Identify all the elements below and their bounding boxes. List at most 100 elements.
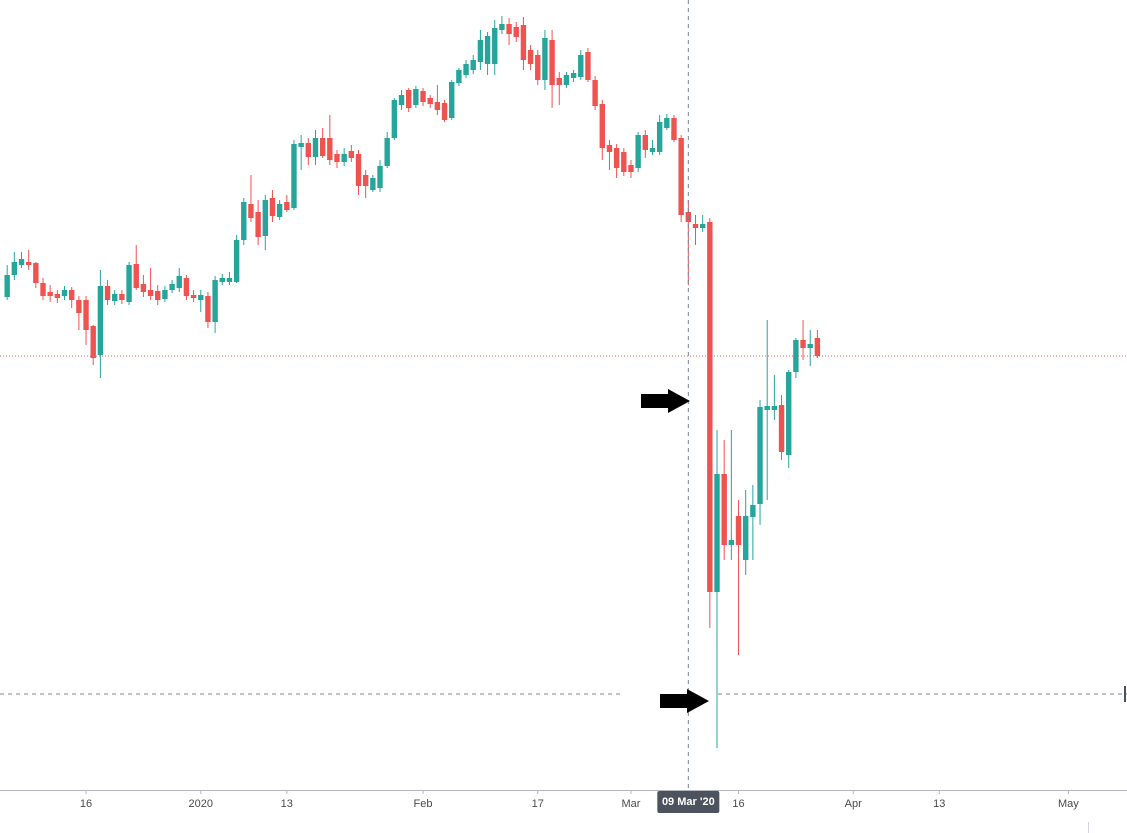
candle-body — [319, 138, 326, 156]
x-tick-label: 16 — [732, 798, 744, 810]
crosshair: 09 Mar '20 — [0, 0, 1127, 813]
candles — [0, 16, 1127, 748]
candle-body — [262, 200, 268, 236]
candle-body — [757, 407, 763, 504]
candle-body — [47, 292, 53, 296]
candle-body — [384, 138, 390, 166]
candle-body — [678, 138, 684, 215]
candle-body — [499, 24, 505, 30]
candle-body — [54, 294, 61, 298]
candle-body — [463, 64, 469, 75]
candle-body — [420, 91, 426, 102]
candle-body — [104, 286, 111, 300]
candle-body — [341, 154, 347, 162]
candle-body — [692, 224, 699, 228]
candle-body — [592, 80, 598, 106]
candle-body — [764, 406, 770, 410]
candle-body — [520, 25, 527, 60]
candle-body — [176, 276, 182, 288]
candle-body — [312, 138, 319, 157]
candle-body — [219, 278, 225, 282]
candle-body — [255, 212, 261, 237]
candle-body — [556, 78, 562, 85]
candle-body — [721, 474, 727, 545]
candle-body — [405, 90, 412, 108]
candle-body — [298, 143, 304, 147]
candle-body — [305, 143, 312, 157]
candle-body — [11, 262, 18, 275]
candle-body — [190, 295, 197, 298]
x-tick-label: 2020 — [189, 798, 213, 810]
candle-body — [248, 204, 254, 218]
candle-body — [656, 122, 663, 152]
x-tick-label: 17 — [532, 798, 544, 810]
candle-body — [807, 344, 813, 348]
candle-body — [742, 516, 749, 560]
candle-body — [198, 295, 204, 300]
candle-body — [434, 102, 441, 110]
candle-body — [578, 55, 584, 77]
candle-body — [269, 198, 276, 216]
candle-body — [83, 300, 89, 330]
candle-body — [542, 38, 548, 80]
candle-body — [621, 152, 627, 172]
candle-body — [126, 265, 132, 302]
candle-body — [370, 178, 376, 190]
candle-body — [25, 262, 32, 265]
candle-body — [377, 166, 383, 188]
x-tick-label: 13 — [281, 798, 293, 810]
x-tick-label: May — [1058, 798, 1079, 810]
candle-body — [628, 165, 634, 172]
candle-body — [786, 372, 792, 455]
x-axis: 16 2020 13 Feb 17 Mar 16 Apr 13 May — [80, 790, 1079, 810]
candle-body — [750, 505, 756, 517]
candle-body — [549, 40, 555, 85]
candle-body — [205, 296, 211, 322]
candle-body — [449, 82, 455, 118]
candle-body — [527, 50, 534, 64]
candle-body — [563, 75, 570, 85]
candle-body — [699, 224, 706, 228]
candle-body — [492, 28, 498, 64]
candle-body — [97, 286, 104, 355]
candle-body — [183, 278, 190, 296]
candle-body — [362, 175, 369, 186]
candle-body — [778, 405, 785, 452]
x-tick-label: 13 — [933, 798, 945, 810]
x-tick-label: Feb — [414, 798, 433, 810]
candle-body — [427, 98, 433, 104]
candle-body — [18, 259, 25, 265]
candle-body — [413, 89, 419, 105]
candle-body — [484, 36, 491, 64]
candle-body — [226, 278, 233, 282]
candle-body — [635, 135, 641, 168]
candle-body — [800, 340, 806, 348]
candle-body — [147, 290, 154, 296]
candle-body — [391, 100, 398, 138]
candle-body — [355, 154, 362, 186]
candle-body — [613, 148, 620, 168]
candle-body — [90, 326, 96, 358]
candle-body — [169, 284, 175, 290]
candle-body — [506, 24, 512, 34]
candle-body — [348, 151, 355, 158]
candle-body — [162, 290, 168, 299]
x-tick-label: Apr — [845, 798, 862, 810]
x-tick-label: Mar — [621, 798, 640, 810]
candle-body — [33, 263, 39, 283]
candle-body — [535, 55, 541, 80]
candle-body — [735, 516, 742, 545]
candle-body — [477, 40, 484, 62]
candle-body — [291, 144, 297, 208]
x-tick-label: 16 — [80, 798, 92, 810]
candle-body — [814, 338, 821, 356]
candle-body — [212, 280, 218, 322]
candle-body — [456, 70, 462, 83]
candle-body — [140, 284, 147, 292]
candle-body — [133, 264, 139, 288]
candle-body — [40, 283, 46, 296]
candle-body — [61, 290, 68, 296]
candle-body — [112, 294, 118, 301]
